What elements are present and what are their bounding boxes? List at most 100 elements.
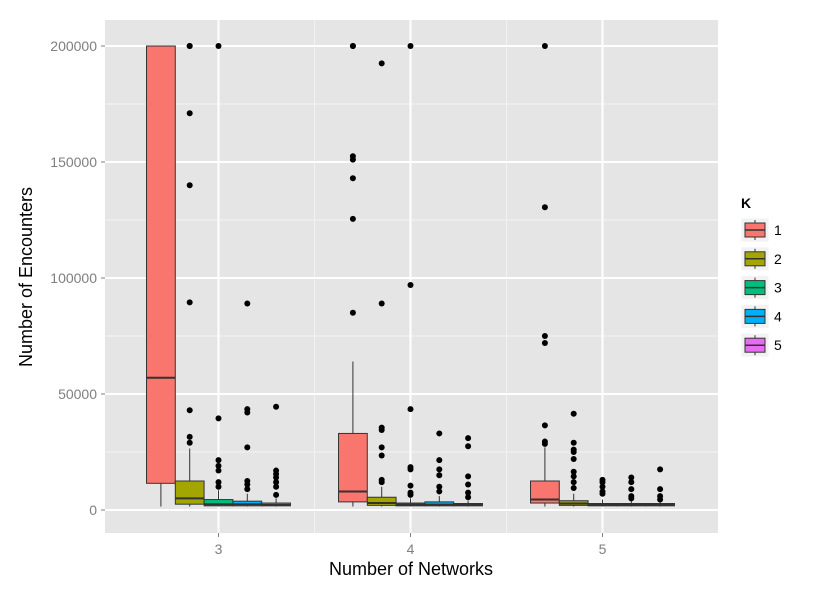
outlier-point: [215, 467, 222, 474]
outlier-point: [657, 466, 664, 473]
y-tick-label: 50000: [58, 386, 97, 402]
outlier-point: [273, 467, 280, 474]
box-body: [366, 496, 397, 506]
box-k1-n5: [530, 43, 560, 507]
outlier-point: [244, 478, 251, 484]
box-k5-n3: [261, 403, 291, 507]
outlier-point: [465, 443, 472, 450]
outlier-point: [407, 406, 414, 413]
outlier-point: [215, 43, 222, 49]
outlier-point: [244, 300, 251, 307]
outlier-point: [541, 339, 548, 346]
legend: K 1 2 3 4 5: [740, 195, 782, 358]
outlier-point: [215, 457, 222, 464]
outlier-point: [186, 182, 193, 189]
outlier-point: [244, 444, 251, 451]
outlier-point: [378, 300, 385, 307]
legend-key-1: [740, 217, 770, 243]
outlier-point: [570, 439, 577, 446]
legend-label: 4: [774, 308, 782, 324]
outlier-point: [541, 43, 548, 49]
y-tick-label: 150000: [50, 154, 97, 170]
x-axis: 3 4 5: [215, 533, 607, 557]
legend-title: K: [741, 195, 751, 211]
legend-key-5: [740, 332, 770, 358]
outlier-point: [349, 43, 356, 49]
outlier-point: [378, 452, 385, 459]
outlier-point: [407, 489, 414, 496]
outlier-point: [349, 153, 356, 160]
outlier-point: [215, 462, 222, 469]
outlier-point: [436, 457, 443, 464]
legend-label: 3: [774, 280, 782, 296]
outlier-point: [570, 473, 577, 480]
outlier-point: [436, 483, 443, 490]
outlier-point: [465, 473, 472, 480]
outlier-point: [215, 479, 222, 486]
legend-label: 2: [774, 251, 782, 267]
outlier-point: [407, 482, 414, 489]
outlier-point: [436, 466, 443, 473]
box-k3-n5: [587, 476, 618, 507]
outlier-point: [378, 476, 385, 483]
outlier-point: [465, 494, 472, 501]
outlier-point: [541, 422, 548, 429]
outlier-point: [570, 468, 577, 475]
outlier-point: [186, 43, 193, 49]
outlier-point: [570, 410, 577, 417]
outlier-point: [244, 486, 251, 493]
box-k5-n4: [453, 435, 483, 507]
outlier-point: [657, 486, 664, 493]
outlier-point: [570, 479, 577, 486]
outlier-point: [186, 110, 193, 117]
y-axis-title: Number of Encounters: [16, 187, 36, 367]
y-tick-label: 100000: [50, 270, 97, 286]
y-tick-label: 0: [89, 502, 97, 518]
outlier-point: [186, 299, 193, 306]
box-k2-n4: [366, 60, 397, 507]
box-series: [146, 43, 675, 507]
outlier-point: [599, 483, 606, 490]
outlier-point: [244, 406, 251, 413]
box-k2-n5: [558, 410, 589, 507]
box-k5-n5: [645, 466, 675, 507]
outlier-point: [273, 491, 280, 498]
x-tick-label: 3: [215, 541, 223, 557]
x-tick-label: 4: [407, 541, 415, 557]
outlier-point: [465, 435, 472, 442]
outlier-point: [407, 281, 414, 288]
outlier-point: [570, 446, 577, 453]
outlier-point: [273, 483, 280, 490]
outlier-point: [186, 439, 193, 446]
y-tick-label: 200000: [50, 38, 97, 54]
box-k3-n4: [395, 43, 426, 507]
box-k2-n3: [174, 43, 205, 507]
outlier-point: [628, 486, 635, 493]
outlier-point: [436, 472, 443, 479]
box-body: [530, 480, 560, 504]
legend-key-3: [740, 275, 770, 301]
outlier-point: [436, 430, 443, 437]
box-k4-n5: [616, 474, 647, 507]
outlier-point: [628, 474, 635, 481]
outlier-point: [378, 60, 385, 67]
outlier-point: [570, 484, 577, 491]
outlier-point: [349, 215, 356, 222]
x-tick-label: 5: [599, 541, 607, 557]
box-body: [174, 480, 205, 505]
outlier-point: [378, 424, 385, 431]
legend-key-4: [740, 303, 770, 329]
outlier-point: [436, 488, 443, 495]
outlier-point: [349, 175, 356, 182]
outlier-point: [215, 415, 222, 422]
outlier-point: [186, 407, 193, 414]
box-k1-n3: [146, 45, 176, 507]
x-axis-title: Number of Networks: [329, 559, 493, 579]
outlier-point: [273, 479, 280, 486]
outlier-point: [407, 43, 414, 49]
outlier-point: [628, 493, 635, 500]
outlier-point: [378, 444, 385, 451]
legend-key-2: [740, 246, 770, 272]
outlier-point: [541, 333, 548, 339]
